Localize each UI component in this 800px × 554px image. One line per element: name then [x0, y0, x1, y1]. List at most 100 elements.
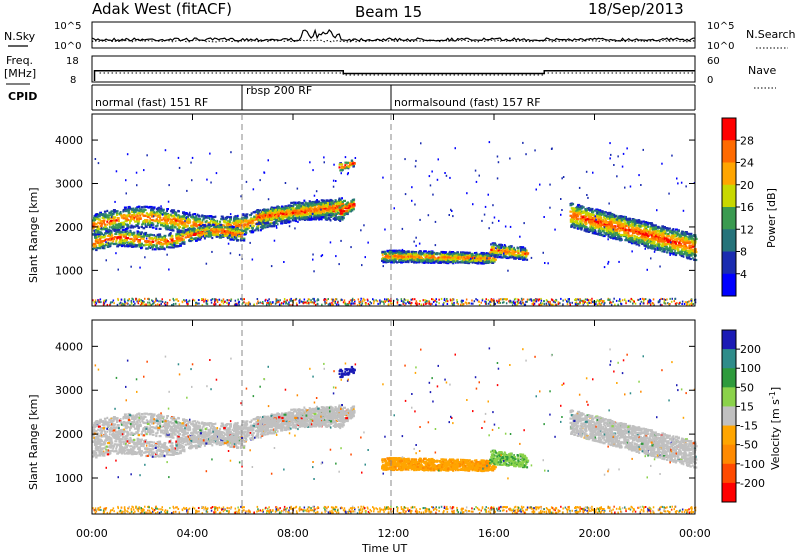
power-cell: [113, 236, 117, 239]
power-cell: [609, 236, 613, 239]
power-cell: [158, 213, 162, 217]
power-cell: [121, 231, 124, 234]
power-cell: [186, 235, 190, 238]
power-cell: [102, 244, 105, 248]
power-cell: [267, 213, 270, 216]
power-cell: [249, 218, 253, 221]
power-cell: [182, 225, 185, 228]
power-cell: [496, 247, 498, 250]
power-cell: [398, 255, 401, 258]
power-cell: [113, 216, 117, 219]
power-cell: [141, 235, 145, 238]
power-cell: [317, 204, 320, 207]
power-cell: [432, 258, 434, 261]
power-cell: [134, 207, 138, 210]
power-cell: [258, 221, 261, 224]
power-cell: [323, 211, 326, 214]
power-cell: [395, 249, 399, 252]
power-cell: [135, 218, 139, 221]
power-cell: [214, 234, 217, 237]
power-cell: [259, 217, 262, 220]
power-cell: [313, 212, 317, 215]
power-cell: [684, 244, 687, 247]
power-cell: [335, 216, 339, 219]
power-cell: [124, 236, 127, 239]
power-cell: [494, 254, 497, 257]
power-cell: [99, 238, 102, 241]
power-cell: [425, 261, 428, 264]
power-cell: [486, 259, 489, 262]
power-cell: [163, 234, 167, 237]
power-cell: [249, 214, 252, 217]
power-cell: [391, 260, 395, 263]
power-cell: [482, 258, 486, 261]
power-cell: [339, 217, 342, 220]
freq-strip-frame: [91, 55, 696, 83]
power-cell: [231, 221, 234, 224]
power-cell: [493, 253, 496, 256]
power-cell: [106, 230, 110, 234]
power-cell: [620, 222, 623, 225]
power-cell: [169, 246, 173, 249]
power-cell: [260, 212, 264, 215]
power-cell: [165, 215, 169, 218]
power-cell: [580, 210, 584, 213]
power-cell: [198, 234, 201, 237]
power-cell: [269, 210, 272, 213]
power-cell: [188, 227, 191, 230]
power-cell: [255, 211, 259, 214]
power-cell: [109, 231, 112, 235]
power-cell: [114, 242, 118, 245]
power-cell: [303, 213, 307, 216]
power-cell: [463, 258, 465, 261]
power-cell: [171, 234, 174, 237]
power-cell: [192, 217, 195, 220]
power-cell: [145, 247, 148, 250]
power-cell: [484, 261, 488, 264]
power-cell: [221, 230, 224, 233]
power-cell: [499, 243, 502, 246]
power-cell: [301, 202, 304, 205]
power-cell: [100, 245, 103, 248]
power-cell: [415, 256, 418, 259]
power-cell: [133, 212, 135, 216]
power-cell: [621, 227, 624, 231]
power-cell: [229, 229, 232, 232]
nsky-tick-bottom: 10^0: [54, 41, 81, 52]
power-cell: [261, 225, 264, 228]
power-cell: [99, 220, 103, 223]
power-cell: [268, 210, 271, 213]
power-cell: [136, 235, 139, 239]
nsky-label: N.Sky: [4, 30, 36, 43]
power-cell: [148, 205, 151, 209]
power-cell: [247, 219, 250, 222]
power-cell: [511, 251, 514, 254]
power-cell: [618, 229, 621, 233]
power-cell: [140, 232, 142, 235]
power-cell: [278, 219, 280, 223]
power-cell: [400, 250, 404, 253]
power-cell: [407, 253, 410, 256]
power-cell: [308, 212, 311, 215]
nsearch-label: N.Search: [746, 28, 796, 41]
power-cell: [342, 210, 346, 213]
power-cell: [121, 224, 124, 227]
power-cell: [176, 224, 180, 227]
power-cell: [147, 243, 151, 246]
power-cell: [128, 242, 131, 245]
power-cell: [382, 261, 385, 264]
power-cell: [117, 230, 120, 233]
power-cell: [336, 211, 340, 214]
power-cell: [420, 256, 424, 260]
power-cell: [339, 207, 343, 211]
power-cell: [198, 218, 202, 221]
power-cell: [176, 238, 179, 241]
power-cell: [599, 222, 602, 225]
power-cell: [273, 223, 275, 226]
power-cell: [429, 260, 432, 263]
power-cell: [610, 233, 615, 236]
power-cell: [331, 210, 335, 213]
power-cell: [341, 213, 344, 216]
power-cell: [664, 237, 668, 240]
power-cell: [148, 223, 151, 226]
